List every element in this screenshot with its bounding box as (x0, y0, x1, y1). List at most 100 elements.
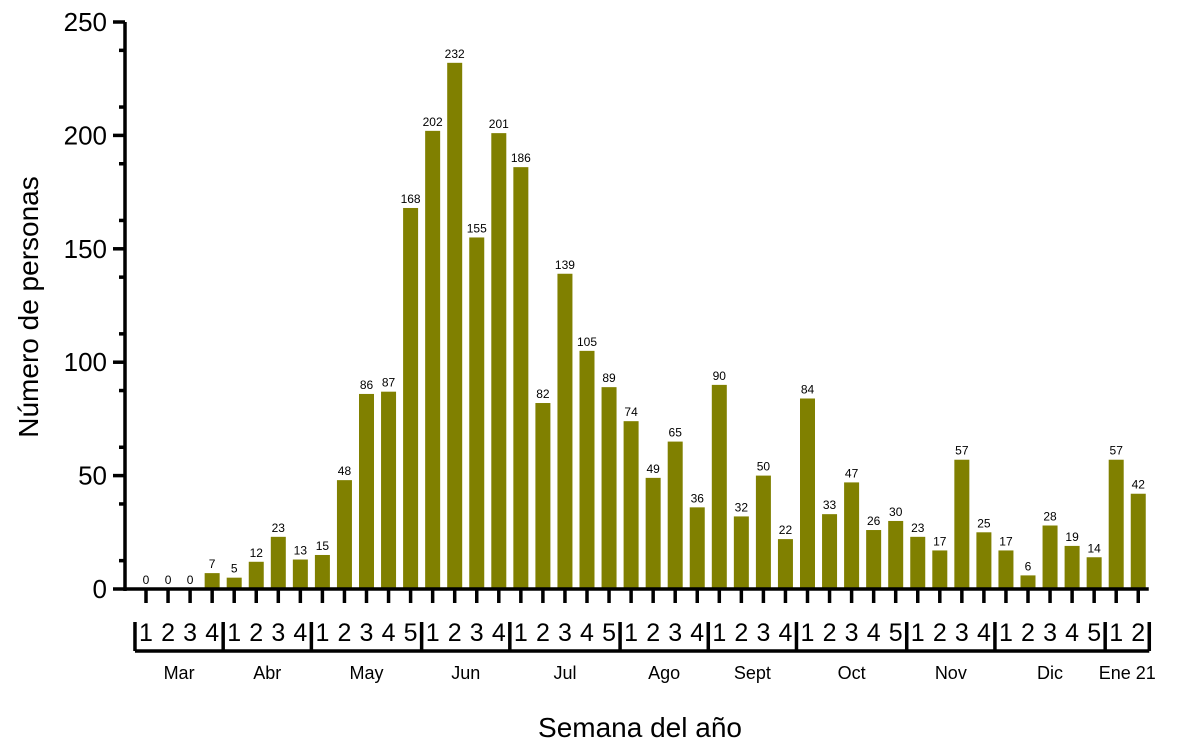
month-label: May (349, 663, 383, 683)
week-tick-label: 1 (514, 619, 528, 647)
bar-value-label: 5 (231, 562, 238, 576)
bar (822, 514, 837, 589)
bar (690, 507, 705, 589)
week-tick-label: 3 (271, 619, 285, 647)
month-label: Jul (553, 663, 576, 683)
week-tick-label: 5 (602, 619, 616, 647)
bar (381, 392, 396, 589)
week-tick-label: 2 (734, 619, 748, 647)
bar (624, 421, 639, 589)
week-tick-label: 1 (426, 619, 440, 647)
week-tick-label: 2 (161, 619, 175, 647)
week-tick-label: 1 (911, 619, 925, 647)
x-axis-title: Semana del año (538, 712, 742, 742)
week-tick-label: 2 (448, 619, 462, 647)
week-tick-label: 4 (977, 619, 991, 647)
bar (866, 530, 881, 589)
bar-value-label: 23 (911, 521, 925, 535)
bar-value-label: 57 (955, 444, 969, 458)
week-tick-label: 3 (1043, 619, 1057, 647)
bar-value-label: 201 (489, 117, 509, 131)
week-tick-label: 3 (668, 619, 682, 647)
y-tick-label: 100 (64, 347, 107, 377)
bar-value-label: 47 (845, 466, 859, 480)
week-tick-label: 1 (624, 619, 638, 647)
month-label: Abr (253, 663, 281, 683)
bar (315, 555, 330, 589)
bar (535, 403, 550, 589)
week-tick-label: 1 (227, 619, 241, 647)
bar-value-label: 17 (933, 534, 947, 548)
week-tick-label: 4 (778, 619, 792, 647)
bar-value-label: 42 (1132, 478, 1146, 492)
bar-value-label: 50 (757, 460, 771, 474)
bar-value-label: 155 (467, 221, 487, 235)
bar-value-label: 17 (999, 534, 1013, 548)
week-tick-label: 1 (801, 619, 815, 647)
bar-value-label: 28 (1043, 510, 1057, 524)
bar (998, 550, 1013, 589)
week-tick-label: 4 (382, 619, 396, 647)
week-tick-label: 4 (867, 619, 881, 647)
bar (734, 516, 749, 589)
bar-value-label: 90 (713, 369, 727, 383)
bar-value-label: 36 (691, 491, 705, 505)
y-tick-label: 0 (93, 574, 107, 604)
bar (359, 394, 374, 589)
bar-value-label: 15 (316, 539, 330, 553)
bar-value-label: 13 (294, 544, 308, 558)
bar-value-label: 232 (445, 47, 465, 61)
data-labels: 0 0 0 7 5 12 23 13 15 48 86 87 168 202 232 155 201 186 82 1… (143, 47, 1146, 587)
y-axis-title: Número de personas (13, 176, 44, 437)
week-tick-label: 3 (558, 619, 572, 647)
bar (712, 385, 727, 589)
bar-value-label: 48 (338, 464, 352, 478)
bar (271, 537, 286, 589)
bar-value-label: 105 (577, 335, 597, 349)
bar-value-label: 0 (143, 573, 150, 587)
bar-value-label: 82 (536, 387, 550, 401)
bar-value-label: 84 (801, 382, 815, 396)
bar (249, 562, 264, 589)
bar (844, 482, 859, 589)
week-tick-label: 4 (690, 619, 704, 647)
bar (580, 351, 595, 589)
bar-value-label: 32 (735, 500, 749, 514)
month-label: Ene 21 (1099, 663, 1156, 683)
bar (491, 133, 506, 589)
week-tick-label: 3 (756, 619, 770, 647)
bar-value-label: 23 (272, 521, 286, 535)
week-tick-label: 1 (712, 619, 726, 647)
bar-value-label: 89 (602, 371, 616, 385)
bar-value-label: 0 (165, 573, 172, 587)
bar-value-label: 7 (209, 557, 216, 571)
bar (910, 537, 925, 589)
bar-value-label: 57 (1110, 444, 1124, 458)
week-tick-label: 1 (139, 619, 153, 647)
y-tick-label: 150 (64, 234, 107, 264)
bar-value-label: 33 (823, 498, 837, 512)
month-label: Dic (1037, 663, 1063, 683)
bar-value-label: 65 (669, 426, 683, 440)
bar (557, 274, 572, 589)
week-tick-label: 2 (536, 619, 550, 647)
bar (403, 208, 418, 589)
month-label: Oct (838, 663, 866, 683)
y-tick-label: 200 (64, 120, 107, 150)
week-tick-label: 3 (360, 619, 374, 647)
bar-value-label: 74 (624, 405, 638, 419)
bar-value-label: 30 (889, 505, 903, 519)
week-tick-label: 1 (315, 619, 329, 647)
week-tick-label: 4 (293, 619, 307, 647)
y-tick-label: 250 (64, 7, 107, 37)
week-tick-label: 2 (1131, 619, 1145, 647)
month-label: Sept (734, 663, 771, 683)
week-tick-label: 2 (1021, 619, 1035, 647)
bar (469, 237, 484, 589)
bar-value-label: 186 (511, 151, 531, 165)
bar (513, 167, 528, 589)
bar-value-label: 139 (555, 258, 575, 272)
month-label: Nov (935, 663, 967, 683)
bar-value-label: 25 (977, 516, 991, 530)
